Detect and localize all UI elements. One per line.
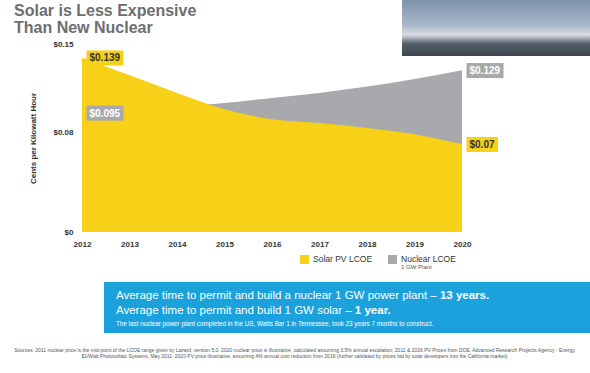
svg-text:$0: $0	[65, 228, 74, 237]
svg-text:$0.08: $0.08	[53, 128, 74, 137]
svg-text:2019: 2019	[406, 240, 424, 249]
svg-text:2016: 2016	[264, 240, 282, 249]
svg-text:Cents per Kilowatt Hour: Cents per Kilowatt Hour	[29, 93, 38, 184]
html-text:Average time to permit and bui: Average time to permit and build 1 GW so…	[116, 304, 391, 316]
html-text:Solar is Less Expensive Than N: Solar is Less Expensive Than New Nuclear	[14, 2, 197, 36]
html-text:Average time to permit and bui: Average time to permit and build a nucle…	[116, 289, 490, 301]
svg-text:$0.129: $0.129	[470, 65, 501, 76]
svg-text:2013: 2013	[121, 240, 139, 249]
html-text:Nuclear LCOE: Nuclear LCOE	[401, 254, 456, 264]
html-text:Solar PV LCOE: Solar PV LCOE	[313, 254, 373, 264]
html-text:Sources: 2011 nuclear price is: Sources: 2011 nuclear price is the mid-p…	[14, 347, 576, 360]
svg-text:$0.07: $0.07	[470, 139, 495, 150]
svg-text:2012: 2012	[74, 240, 92, 249]
svg-text:$0.15: $0.15	[53, 40, 74, 49]
svg-text:$0.139: $0.139	[90, 52, 121, 63]
svg-text:2015: 2015	[216, 240, 234, 249]
html-text:1 GW Plant: 1 GW Plant	[401, 264, 432, 270]
svg-text:2014: 2014	[169, 240, 187, 249]
svg-text:2020: 2020	[454, 240, 472, 249]
svg-text:2018: 2018	[359, 240, 377, 249]
svg-text:$0.095: $0.095	[90, 108, 121, 119]
html-text:The last nuclear power plant c: The last nuclear power plant completed i…	[116, 320, 434, 327]
svg-text:2017: 2017	[311, 240, 329, 249]
